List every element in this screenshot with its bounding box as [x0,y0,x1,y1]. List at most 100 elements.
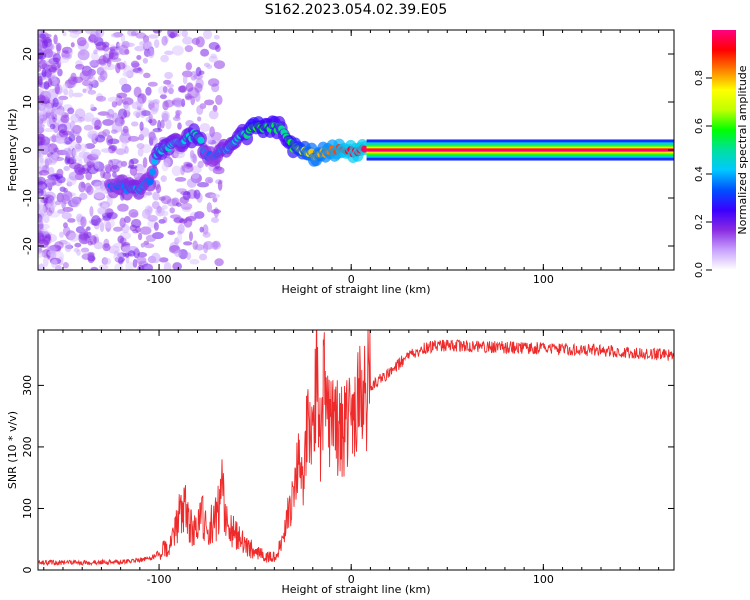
spectrogram-noise-cell [70,141,79,148]
spectrogram-noise-cell [93,188,106,199]
spectrogram-noise-cell [182,36,194,45]
spectrogram-noise-cell [180,202,193,210]
spectrogram-noise-cell [64,241,72,253]
spectrogram-noise-cell [53,77,58,88]
y-tick-label: 0 [21,567,34,574]
spectrogram-noise-cell [117,203,129,212]
spectrogram-noise-cell [61,198,67,210]
spectrogram-noise-cell [142,157,148,168]
spectrogram-noise-cell [177,232,183,243]
spectrogram-noise-cell [185,82,194,92]
snr-series-line [38,330,674,567]
spectrogram-noise-cell [137,66,142,72]
spectrogram-noise-cell [215,44,221,53]
spectrogram-noise-cell [38,169,50,176]
spectrogram-noise-cell [188,231,193,242]
spectrogram-noise-cell [176,202,182,207]
spectrogram-noise-cell [110,165,120,173]
spectrogram-noise-cell [153,39,160,49]
spectrogram-noise-cell [87,89,97,95]
spectrogram-noise-cell [152,30,161,34]
spectrogram-noise-cell [131,62,140,67]
spectrogram-noise-cell [102,243,111,252]
spectrogram-ridge-core [197,136,205,144]
spectrogram-noise-cell [152,98,160,105]
spectrogram-noise-cell [58,96,64,107]
spectrogram-noise-cell [56,44,61,55]
spectrogram-noise-cell [55,118,61,124]
spectrogram-noise-cell [72,92,83,98]
spectrogram-noise-cell [70,42,75,48]
colorbar-tick-label: 0.4 [694,166,705,182]
spectrogram-noise-cell [38,64,42,73]
colorbar-gradient [712,30,736,270]
spectrogram-noise-cell [38,75,43,86]
spectrogram-noise-cell [208,109,219,120]
spectrogram-noise-cell [108,159,113,167]
spectrogram-noise-cell [62,147,73,156]
spectrogram-noise-cell [38,204,47,216]
x-tick-label: -100 [147,573,172,586]
spectrogram-noise-cell [62,190,73,201]
spectrogram-noise-cell [193,211,205,219]
spectrogram-noise-cell [46,203,51,208]
y-tick-label: 300 [21,375,34,396]
spectrogram-ridge-core [146,178,154,186]
spectrogram-noise-cell [179,218,188,224]
spectrogram-noise-cell [63,165,70,171]
spectrogram-noise-cell [161,35,168,46]
spectrogram-noise-cell [172,262,183,270]
spectrogram-noise-cell [182,74,188,85]
spectrogram-noise-cell [90,148,102,158]
spectrogram-noise-cell [161,204,168,210]
spectrogram-noise-cell [163,79,172,85]
spectrogram-noise-cell [147,81,158,87]
spectrogram-noise-cell [84,143,96,150]
spectrogram-noise-cell [197,116,202,122]
spectrogram-noise-cell [80,248,90,254]
spectrogram-noise-cell [141,209,151,219]
spectrogram-noise-cell [52,97,59,108]
spectrogram-noise-cell [38,30,42,35]
spectrogram-noise-cell [164,99,174,108]
spectrogram-noise-cell [110,129,118,134]
spectrogram-noise-cell [194,82,203,93]
snr-xlabel: Height of straight line (km) [281,583,430,596]
spectrogram-noise-cell [148,119,153,124]
spectrogram-noise-cell [137,252,148,258]
spectrogram-noise-cell [39,156,44,164]
spectrogram-noise-cell [171,45,184,56]
spectrogram-noise-cell [125,252,130,258]
snr-frame [37,329,675,571]
y-tick-label: 200 [21,436,34,457]
spectrogram-noise-cell [185,62,192,71]
spectrogram-noise-cell [88,60,99,67]
spectrogram-noise-cell [128,209,139,218]
spectrogram-noise-cell [185,215,197,222]
x-tick-label: -100 [147,273,172,286]
colorbar-tick-label: 0.6 [694,118,705,134]
spectrogram-noise-cell [40,144,52,155]
spectrogram-noise-cell [67,156,77,165]
spectrogram-noise-cell [207,78,220,87]
spectrogram-noise-cell [100,148,113,153]
spectrogram-noise-cell [59,231,64,238]
spectrogram-noise-cell [102,171,112,180]
spectrogram-xlabel: Height of straight line (km) [281,283,430,296]
spectrogram-noise-cell [48,66,57,73]
x-tick-label: 100 [533,273,554,286]
spectrogram-noise-cell [93,241,104,250]
spectrogram-noise-cell [67,107,75,115]
spectrogram-noise-cell [186,163,193,168]
spectrogram-noise-cell [139,121,144,132]
spectrogram-noise-cell [212,240,221,248]
colorbar-tick-label: 0.2 [694,214,705,230]
spectrogram-noise-cell [91,215,101,227]
spectrogram-noise-cell [136,54,142,60]
colorbar: 0.0 0.2 0.4 0.6 0.8 Normalized spectral ampl… [694,30,749,278]
spectrogram-noise-cell [56,168,64,178]
spectrogram-noise-cell [149,135,157,142]
spectrogram-noise-cell [213,60,226,69]
y-tick-label: 20 [21,47,34,61]
